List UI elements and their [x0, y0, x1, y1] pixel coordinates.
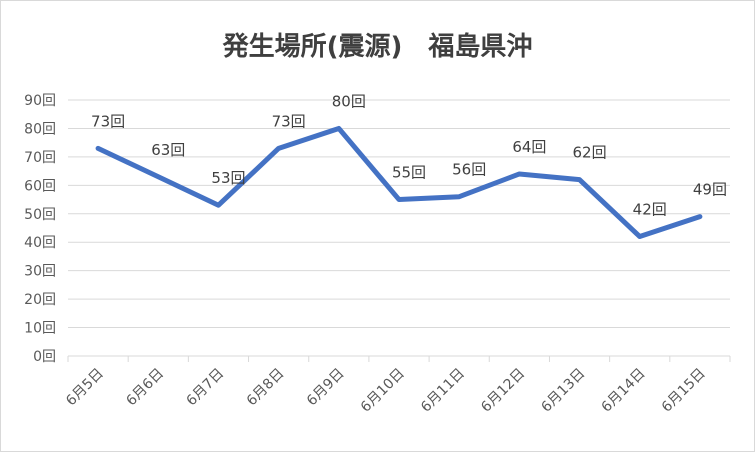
- data-label: 73回: [272, 112, 306, 130]
- x-tick-label: 6月12日: [478, 366, 528, 416]
- series-line: [95, 125, 703, 240]
- data-label: 62回: [572, 144, 606, 162]
- x-tick-label: 6月10日: [358, 366, 408, 416]
- data-labels: 73回 63回 53回 73回 80回 55回 56回 64回 62回 42回 49回: [91, 92, 727, 218]
- y-tick-label: 80回: [24, 121, 56, 137]
- x-tick-label: 6月8日: [244, 366, 288, 410]
- y-axis-tick-labels: 0回 10回 20回 30回 40回 50回 60回 70回 80回 90回: [24, 93, 56, 365]
- y-tick-label: 0回: [33, 349, 56, 365]
- y-tick-label: 90回: [24, 93, 56, 109]
- data-label: 55回: [392, 164, 426, 182]
- y-tick-label: 30回: [24, 264, 56, 280]
- x-tick-label: 6月5日: [63, 366, 107, 410]
- x-tick-label: 6月6日: [123, 366, 167, 410]
- x-axis-tick-labels: 6月5日 6月6日 6月7日 6月8日 6月9日 6月10日 6月11日 6月12日 6月13日…: [63, 356, 731, 416]
- data-label: 42回: [633, 201, 667, 219]
- y-tick-label: 70回: [24, 150, 56, 166]
- y-tick-label: 60回: [24, 178, 56, 194]
- x-tick-label: 6月15日: [659, 366, 709, 416]
- chart-title: 発生場所(震源) 福島県沖: [222, 32, 533, 62]
- data-label: 56回: [452, 161, 486, 179]
- data-label: 73回: [91, 112, 125, 130]
- series-lines: [95, 125, 703, 240]
- y-tick-label: 10回: [24, 321, 56, 337]
- x-tick-label: 6月13日: [538, 366, 588, 416]
- x-tick-label: 6月7日: [184, 366, 228, 410]
- data-label: 49回: [693, 181, 727, 199]
- x-tick-label: 6月11日: [418, 366, 468, 416]
- y-tick-label: 20回: [24, 292, 56, 308]
- data-label: 53回: [211, 169, 245, 187]
- y-tick-label: 50回: [24, 207, 56, 223]
- data-label: 80回: [332, 92, 366, 110]
- x-tick-label: 6月9日: [304, 366, 348, 410]
- y-tick-label: 40回: [24, 235, 56, 251]
- x-tick-label: 6月14日: [599, 366, 649, 416]
- data-label: 64回: [512, 138, 546, 156]
- data-label: 63回: [151, 141, 185, 159]
